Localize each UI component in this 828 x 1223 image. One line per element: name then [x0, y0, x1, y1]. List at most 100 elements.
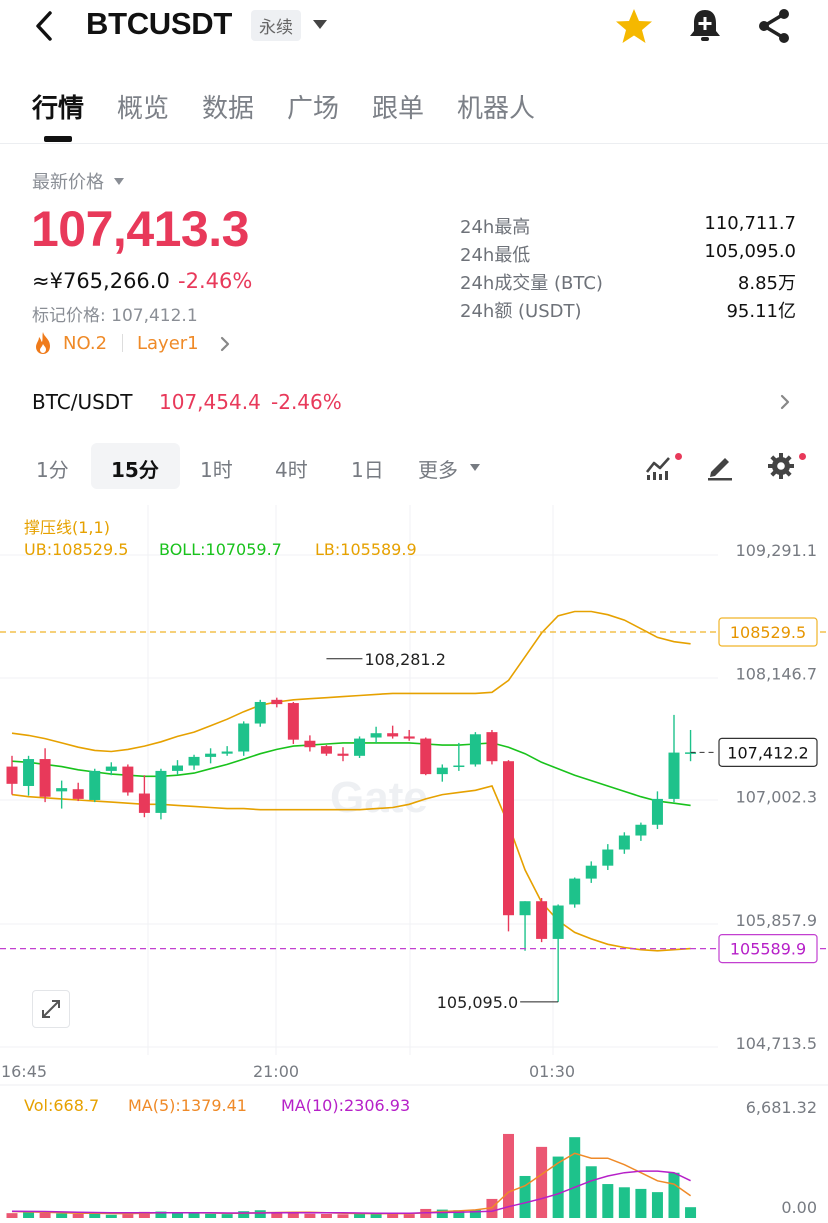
interval-1h[interactable]: 1时 [200, 458, 233, 482]
upper-band-line [11, 610, 691, 753]
expand-icon [42, 1000, 60, 1018]
candle [685, 752, 697, 754]
kline-chart[interactable]: Gate 108529.5 105589.9 107,412.2 109,291.1 10… [0, 500, 828, 1223]
chevron-down-icon[interactable] [470, 464, 480, 471]
candle [221, 751, 233, 754]
time-axis-label: 01:30 [529, 1062, 575, 1081]
indicator-lb: LB:105589.9 [315, 540, 417, 559]
volume-bar [89, 1213, 101, 1218]
volume-bar [337, 1214, 349, 1218]
candle [155, 770, 167, 813]
volume-bar [403, 1214, 415, 1218]
volume-bar [453, 1210, 465, 1218]
time-axis-label: 21:00 [253, 1062, 299, 1081]
tab-square[interactable]: 广场 [287, 94, 340, 124]
fullscreen-button[interactable] [32, 990, 70, 1028]
stat-24h-volume-value: 8.85万 [737, 273, 796, 294]
candle [188, 756, 200, 766]
candle [287, 703, 299, 740]
candle [552, 905, 564, 939]
notification-dot [799, 453, 806, 460]
top-header: BTCUSDT 永续 [0, 0, 828, 56]
current-price-label-box [718, 737, 818, 767]
tab-overview[interactable]: 概览 [117, 94, 170, 124]
candle [304, 740, 316, 748]
volume-bar [56, 1213, 68, 1218]
candle [618, 835, 630, 850]
volume-bar [105, 1214, 117, 1218]
latest-price-label[interactable]: 最新价格 [32, 172, 104, 193]
volume-bar [651, 1192, 663, 1218]
share-icon[interactable] [754, 6, 794, 46]
volume-bar [354, 1213, 366, 1218]
settings-gear-icon[interactable] [765, 450, 797, 482]
volume-bar [287, 1213, 299, 1218]
tab-bots[interactable]: 机器人 [457, 94, 536, 124]
spot-pair[interactable]: BTC/USDT [32, 390, 133, 414]
volume-bar [320, 1213, 332, 1218]
volume-bar [138, 1211, 150, 1218]
volume-bar [155, 1211, 167, 1218]
lb-marker-label-box [718, 934, 818, 964]
mark-price: 标记价格: 107,412.1 [32, 306, 198, 326]
price-axis-label: 107,002.3 [736, 788, 817, 807]
star-icon[interactable] [614, 6, 654, 46]
candle [469, 734, 481, 765]
back-arrow-icon[interactable] [28, 8, 64, 44]
sector-tag[interactable]: Layer1 [137, 333, 199, 354]
candle [354, 738, 366, 756]
candle [651, 798, 663, 825]
tab-market[interactable]: 行情 [32, 94, 85, 124]
draw-pen-icon[interactable] [704, 450, 736, 482]
interval-4h[interactable]: 4时 [275, 458, 308, 482]
chevron-right-icon[interactable] [218, 335, 232, 353]
price-axis-label: 109,291.1 [736, 541, 817, 560]
high-price-label: 108,281.2 [364, 650, 445, 669]
volume-bar [585, 1166, 597, 1218]
rank-badge[interactable]: NO.2 [63, 333, 108, 354]
interval-1d[interactable]: 1日 [351, 458, 384, 482]
active-interval-highlight [91, 443, 180, 489]
volume-bar [172, 1213, 183, 1218]
spot-change-percent: -2.46% [271, 390, 342, 414]
tab-data[interactable]: 数据 [202, 94, 255, 124]
volume-bar [569, 1137, 581, 1218]
candle [585, 865, 597, 879]
symbol-title[interactable]: BTCUSDT [86, 6, 232, 41]
time-axis-label: 16:45 [1, 1062, 47, 1081]
volume-bar [602, 1184, 614, 1218]
candle [420, 738, 432, 775]
candle [39, 759, 51, 797]
candle [89, 770, 101, 800]
bell-plus-icon[interactable] [685, 6, 725, 46]
indicator-icon[interactable] [643, 450, 675, 482]
divider [122, 334, 123, 352]
volume-bar [221, 1214, 233, 1218]
interval-15m[interactable]: 15分 [111, 458, 159, 482]
volume-bar [685, 1207, 697, 1218]
notification-dot [675, 453, 682, 460]
interval-more[interactable]: 更多 [418, 458, 458, 482]
candle [105, 766, 117, 771]
watermark-logo: Gate [330, 773, 428, 822]
volume-bar [254, 1210, 266, 1218]
candle [238, 723, 250, 752]
ub-marker-label-box [718, 617, 818, 647]
main-tabs: 行情 概览 数据 广场 跟单 机器人 [0, 82, 828, 144]
tab-copy-trading[interactable]: 跟单 [372, 94, 425, 124]
contract-type-badge[interactable]: 永续 [251, 10, 301, 41]
spot-price: 107,454.4 [159, 390, 261, 414]
chevron-down-icon[interactable] [114, 178, 124, 185]
candle [138, 793, 150, 813]
volume-bar [552, 1156, 564, 1218]
candle [56, 788, 68, 792]
volume-bar [205, 1213, 217, 1218]
candle [519, 901, 531, 916]
candle [23, 759, 35, 786]
chevron-down-icon[interactable] [313, 20, 327, 29]
chevron-right-icon[interactable] [778, 392, 792, 412]
volume-bar [72, 1213, 84, 1218]
volume-bar [519, 1175, 531, 1218]
stat-24h-high-value: 110,711.7 [704, 213, 796, 234]
interval-1m[interactable]: 1分 [36, 458, 69, 482]
